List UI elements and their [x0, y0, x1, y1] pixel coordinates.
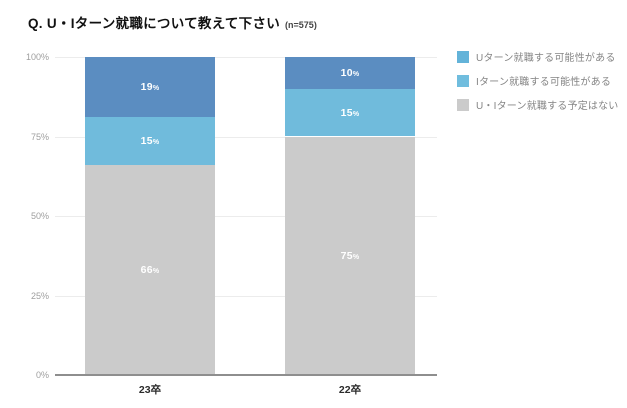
- stacked-bar-2: 10% 15% 75%: [285, 57, 415, 375]
- legend-label: Iターン就職する可能性がある: [476, 77, 612, 88]
- percent-suffix: %: [152, 139, 160, 147]
- y-axis-tick-label: 50%: [30, 211, 49, 221]
- legend-swatch-icon: [457, 98, 469, 111]
- x-axis-label: 23卒: [138, 384, 162, 396]
- gridline-50: [55, 216, 437, 217]
- legend-label: Uターン就職する可能性がある: [476, 53, 616, 64]
- legend-item: Uターン就職する可能性がある: [457, 50, 619, 64]
- y-axis-tick-label: 100%: [25, 52, 49, 62]
- percent-suffix: %: [352, 110, 360, 118]
- chart-title-row: Q. U・Iターン就職について教えて下さい (n=575): [28, 12, 317, 33]
- legend-swatch-icon: [457, 50, 469, 63]
- gridline-100: [55, 57, 437, 58]
- bar-segment-label: 15%: [140, 135, 160, 148]
- bar-segment-label: 10%: [340, 66, 360, 79]
- bar-segment: 66%: [85, 165, 215, 375]
- bar-segment: 15%: [285, 88, 415, 137]
- legend-item: Iターン就職する可能性がある: [457, 74, 619, 88]
- gridline-75: [55, 136, 437, 138]
- legend-label: U・Iターン就職する予定はない: [476, 101, 619, 112]
- bar-segment: 10%: [285, 57, 415, 89]
- percent-suffix: %: [352, 70, 360, 78]
- bar-segment-label: 15%: [340, 106, 360, 119]
- gridline-25: [55, 295, 437, 297]
- bar-segment: 15%: [85, 117, 215, 166]
- y-axis-tick-label: 0%: [35, 370, 49, 380]
- bar-segment: 19%: [85, 57, 215, 118]
- bar-segment-label: 75%: [340, 249, 360, 262]
- bar-segment-label: 19%: [140, 81, 160, 94]
- chart-title: Q. U・Iターン就職について教えて下さい: [28, 16, 281, 31]
- y-axis-tick-label: 75%: [30, 131, 49, 142]
- bar-segment-label: 66%: [140, 264, 160, 277]
- percent-suffix: %: [352, 253, 360, 261]
- sample-size: (n=575): [285, 20, 317, 30]
- plot-area: 19% 15% 66% 23卒 10% 15% 75% 22卒: [55, 57, 437, 396]
- bar-segment: 75%: [285, 136, 415, 375]
- percent-suffix: %: [152, 268, 160, 276]
- legend: Uターン就職する可能性がある Iターン就職する可能性がある U・Iターン就職する予定…: [457, 50, 619, 122]
- legend-swatch-icon: [457, 74, 469, 87]
- x-axis-line: [55, 374, 437, 376]
- stacked-bar-1: 19% 15% 66%: [85, 57, 215, 375]
- y-axis-tick-label: 25%: [30, 290, 49, 301]
- percent-suffix: %: [152, 85, 160, 93]
- x-axis-label: 22卒: [338, 384, 362, 396]
- legend-item: U・Iターン就職する予定はない: [457, 98, 619, 112]
